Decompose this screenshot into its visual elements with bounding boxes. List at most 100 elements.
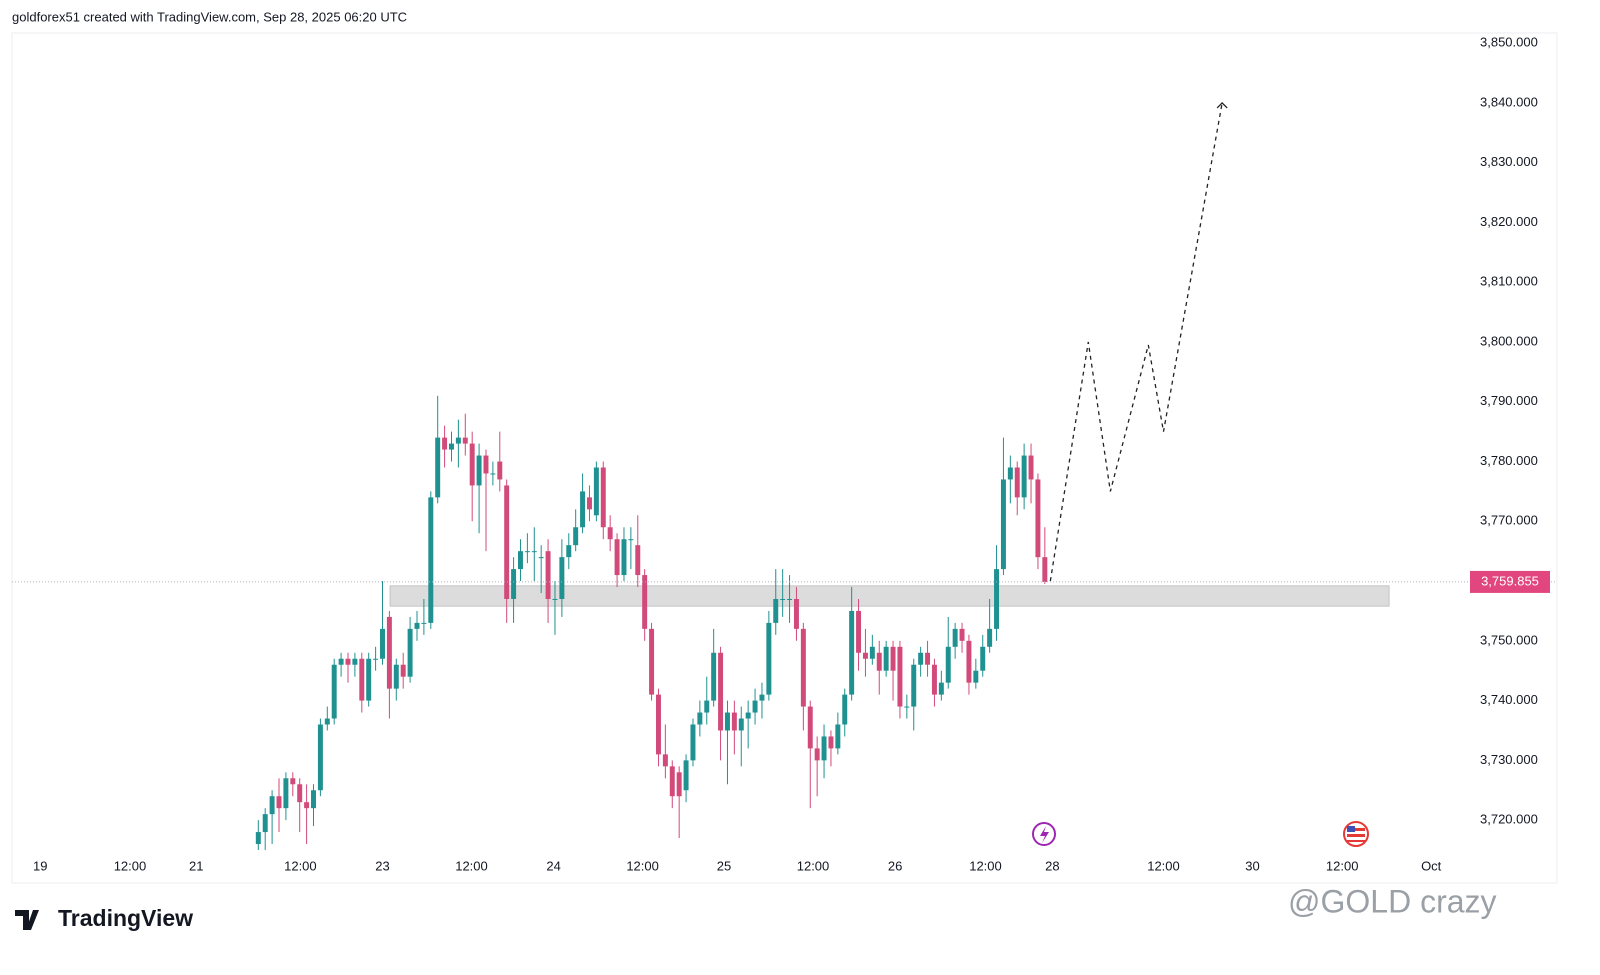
- candle-body: [311, 790, 316, 809]
- candle-body: [386, 616, 392, 689]
- y-tick-label: 3,810.000: [1480, 274, 1538, 289]
- x-tick-label: 12:00: [1147, 858, 1180, 873]
- candle-body: [580, 491, 586, 528]
- x-tick-label: 28: [1045, 858, 1059, 873]
- candle-body: [966, 640, 972, 683]
- candle-body: [1042, 557, 1048, 582]
- last-price-label: 3,759.855: [1481, 573, 1539, 588]
- x-tick-label: 12:00: [626, 858, 659, 873]
- candle-body: [945, 646, 951, 683]
- candle-body: [835, 724, 841, 749]
- projection-path: [1049, 102, 1223, 582]
- candle-body: [1007, 467, 1013, 480]
- candle-body: [393, 664, 399, 689]
- support-zone: [389, 585, 1390, 607]
- us-flag-icon: [1343, 821, 1369, 847]
- y-tick-label: 3,770.000: [1480, 513, 1538, 528]
- candle-body: [290, 778, 296, 785]
- candle-body: [1014, 467, 1020, 498]
- candle-body: [897, 646, 903, 707]
- candle-body: [269, 796, 275, 815]
- candle-body: [911, 664, 917, 707]
- x-tick-label: 12:00: [797, 858, 830, 873]
- candle-body: [807, 706, 813, 749]
- logo-text: TradingView: [58, 905, 193, 931]
- candle-body: [462, 437, 468, 444]
- candle-body: [931, 664, 937, 695]
- candle-body: [676, 772, 682, 797]
- candle-body: [869, 646, 875, 659]
- candle-body: [373, 658, 379, 660]
- candle-body: [504, 485, 510, 599]
- candle-body: [711, 652, 717, 701]
- candle-body: [331, 664, 337, 719]
- candle-body: [407, 628, 413, 677]
- candle-body: [828, 736, 834, 749]
- x-tick-label: 12:00: [455, 858, 488, 873]
- candle-body: [883, 646, 889, 671]
- x-tick-label: 26: [888, 858, 902, 873]
- candle-body: [766, 622, 772, 695]
- y-tick-label: 3,850.000: [1480, 35, 1538, 50]
- y-tick-label: 3,840.000: [1480, 94, 1538, 109]
- candle-body: [842, 694, 848, 725]
- candle-body: [497, 461, 503, 480]
- y-tick-label: 3,740.000: [1480, 692, 1538, 707]
- candle-body: [545, 551, 551, 599]
- candle-body: [655, 694, 661, 755]
- candle-body: [283, 778, 289, 809]
- candle-body: [821, 736, 827, 761]
- candle-body: [745, 712, 751, 719]
- candle-body: [435, 437, 441, 498]
- candle-body: [1028, 455, 1034, 480]
- candle-body: [987, 628, 993, 647]
- candle-body: [531, 551, 537, 553]
- chart-frame: [11, 32, 1558, 884]
- candle-body: [621, 539, 627, 576]
- x-tick-label: 12:00: [284, 858, 317, 873]
- candle-body: [814, 748, 820, 761]
- candle-body: [559, 557, 565, 599]
- candle-body: [297, 784, 303, 803]
- x-tick-label: 21: [189, 858, 203, 873]
- candle-body: [607, 527, 613, 540]
- y-tick-label: 3,830.000: [1480, 154, 1538, 169]
- candle-body: [428, 497, 434, 623]
- candle-body: [255, 832, 261, 845]
- y-tick-label: 3,800.000: [1480, 333, 1538, 348]
- candle-body: [856, 610, 862, 653]
- candle-body: [724, 712, 730, 731]
- candle-body: [517, 551, 523, 570]
- candle-body: [366, 658, 372, 701]
- candle-body: [793, 598, 799, 629]
- x-tick-label: 25: [717, 858, 731, 873]
- lightning-icon: [1032, 822, 1056, 846]
- y-tick-label: 3,720.000: [1480, 812, 1538, 827]
- y-tick-label: 3,790.000: [1480, 393, 1538, 408]
- watermark: @GOLD crazy: [1288, 883, 1497, 919]
- x-tick-label: 12:00: [114, 858, 147, 873]
- candle-body: [649, 628, 655, 695]
- y-tick-label: 3,820.000: [1480, 214, 1538, 229]
- candle-body: [345, 658, 351, 665]
- candle-body: [1000, 479, 1006, 570]
- candle-body: [773, 598, 779, 623]
- candle-body: [690, 724, 696, 761]
- candle-body: [538, 557, 544, 559]
- candle-body: [317, 724, 323, 791]
- candle-body: [614, 539, 620, 576]
- candle-body: [731, 712, 737, 731]
- candle-body: [800, 628, 806, 707]
- y-tick-label: 3,730.000: [1480, 752, 1538, 767]
- candle-body: [352, 658, 358, 665]
- candle-body: [304, 802, 310, 809]
- candle-body: [925, 652, 931, 665]
- candle-body: [938, 682, 944, 695]
- candle-body: [973, 670, 979, 683]
- candle-body: [718, 652, 724, 731]
- candle-body: [1021, 455, 1027, 498]
- candle-body: [476, 455, 482, 486]
- projection-arrowhead: [1216, 102, 1228, 109]
